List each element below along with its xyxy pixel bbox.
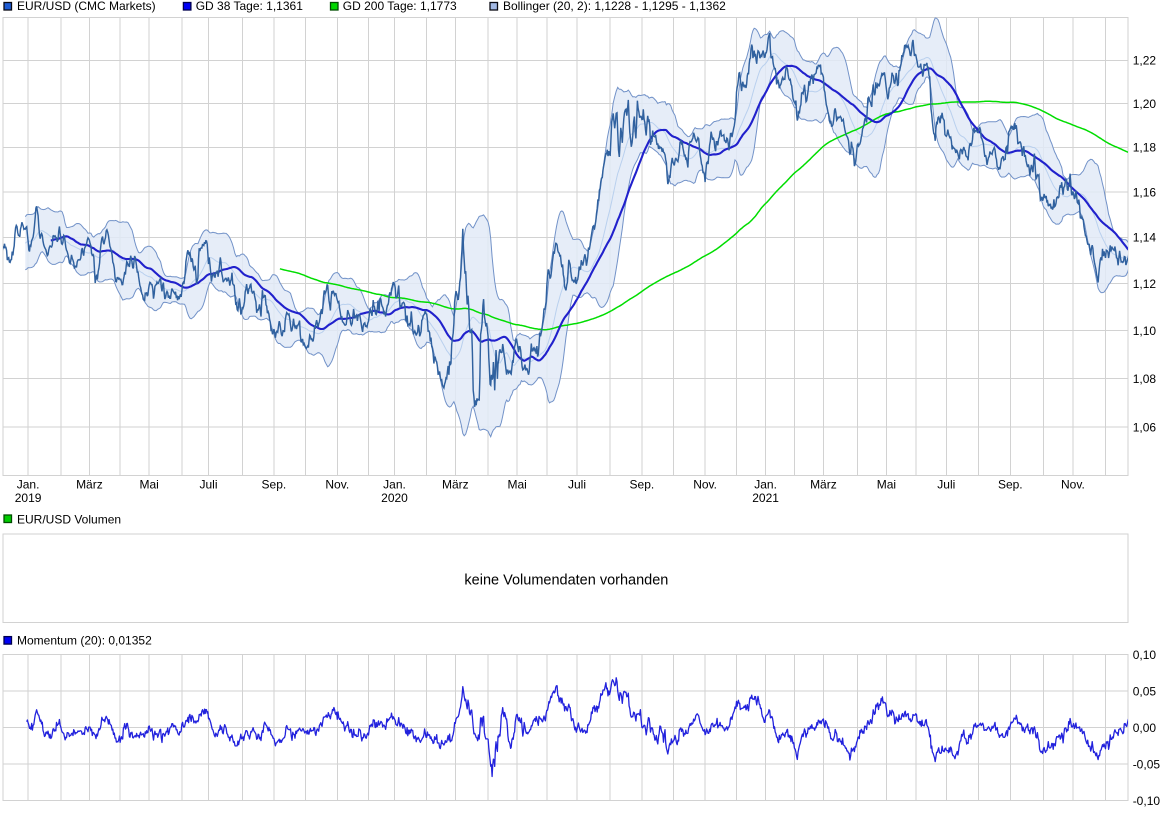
svg-text:1,12: 1,12	[1133, 277, 1157, 291]
svg-text:Nov.: Nov.	[693, 478, 717, 492]
svg-text:GD 38 Tage: 1,1361: GD 38 Tage: 1,1361	[196, 0, 304, 13]
svg-text:Jan.: Jan.	[754, 478, 777, 492]
svg-text:März: März	[442, 478, 469, 492]
svg-text:-0,05: -0,05	[1133, 757, 1161, 771]
svg-text:2020: 2020	[381, 491, 408, 505]
svg-text:EUR/USD Volumen: EUR/USD Volumen	[17, 513, 121, 527]
svg-text:keine Volumendaten vorhanden: keine Volumendaten vorhanden	[464, 573, 668, 589]
svg-text:0,00: 0,00	[1133, 721, 1157, 735]
svg-text:Juli: Juli	[937, 478, 955, 492]
svg-text:Sep.: Sep.	[262, 478, 287, 492]
svg-text:EUR/USD (CMC Markets): EUR/USD (CMC Markets)	[17, 0, 156, 13]
svg-text:1,14: 1,14	[1133, 231, 1157, 245]
svg-text:GD 200 Tage: 1,1773: GD 200 Tage: 1,1773	[343, 0, 457, 13]
svg-text:-0,10: -0,10	[1133, 794, 1161, 808]
svg-text:1,08: 1,08	[1133, 372, 1157, 386]
svg-text:Jan.: Jan.	[383, 478, 406, 492]
svg-text:Nov.: Nov.	[325, 478, 349, 492]
svg-text:1,16: 1,16	[1133, 185, 1157, 199]
svg-text:März: März	[76, 478, 103, 492]
svg-text:Sep.: Sep.	[630, 478, 655, 492]
svg-text:Mai: Mai	[140, 478, 159, 492]
svg-text:2021: 2021	[752, 491, 779, 505]
svg-text:Mai: Mai	[508, 478, 527, 492]
svg-text:1,18: 1,18	[1133, 141, 1157, 155]
svg-text:0,10: 0,10	[1133, 648, 1157, 662]
svg-text:Momentum (20): 0,01352: Momentum (20): 0,01352	[17, 634, 152, 648]
svg-text:März: März	[810, 478, 837, 492]
svg-text:Bollinger (20, 2): 1,1228 - 1,: Bollinger (20, 2): 1,1228 - 1,1295 - 1,1…	[503, 0, 726, 13]
svg-text:Nov.: Nov.	[1061, 478, 1085, 492]
svg-text:Juli: Juli	[199, 478, 217, 492]
svg-text:Sep.: Sep.	[998, 478, 1023, 492]
svg-text:0,05: 0,05	[1133, 684, 1157, 698]
svg-text:1,20: 1,20	[1133, 97, 1157, 111]
svg-text:1,06: 1,06	[1133, 421, 1157, 435]
svg-text:Juli: Juli	[568, 478, 586, 492]
svg-text:Mai: Mai	[877, 478, 896, 492]
svg-text:2019: 2019	[15, 491, 42, 505]
svg-text:1,22: 1,22	[1133, 54, 1157, 68]
svg-text:Jan.: Jan.	[17, 478, 40, 492]
svg-text:1,10: 1,10	[1133, 324, 1157, 338]
